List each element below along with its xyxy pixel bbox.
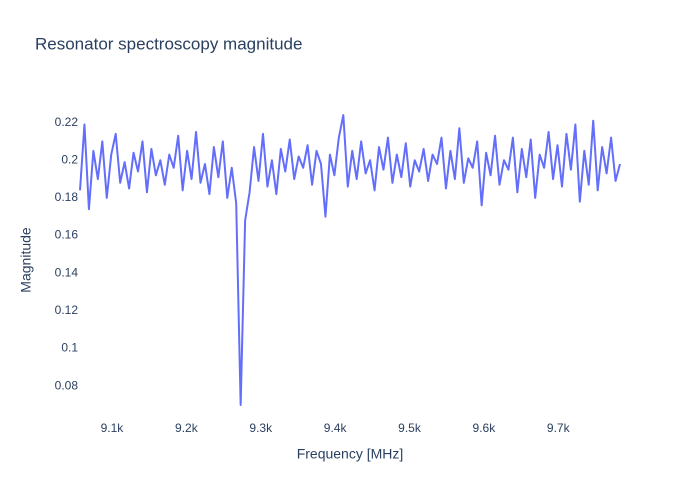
y-tick-label: 0.14 (55, 265, 79, 279)
x-tick-label: 9.6k (473, 421, 497, 435)
y-tick-label: 0.2 (61, 152, 78, 166)
y-tick-label: 0.12 (55, 303, 79, 317)
y-tick-label: 0.16 (55, 228, 79, 242)
x-axis-label: Frequency [MHz] (297, 446, 404, 462)
y-tick-label: 0.1 (61, 341, 78, 355)
x-tick-label: 9.1k (101, 421, 125, 435)
x-tick-label: 9.3k (249, 421, 273, 435)
chart-title: Resonator spectroscopy magnitude (35, 34, 302, 53)
y-axis-label: Magnitude (18, 227, 34, 293)
y-tick-label: 0.18 (55, 190, 79, 204)
x-tick-label: 9.4k (324, 421, 348, 435)
y-tick-label: 0.22 (55, 115, 79, 129)
y-tick-label: 0.08 (55, 378, 79, 392)
data-line (79, 114, 621, 406)
x-tick-label: 9.7k (547, 421, 571, 435)
x-tick-label: 9.2k (175, 421, 199, 435)
x-tick-label: 9.5k (398, 421, 422, 435)
